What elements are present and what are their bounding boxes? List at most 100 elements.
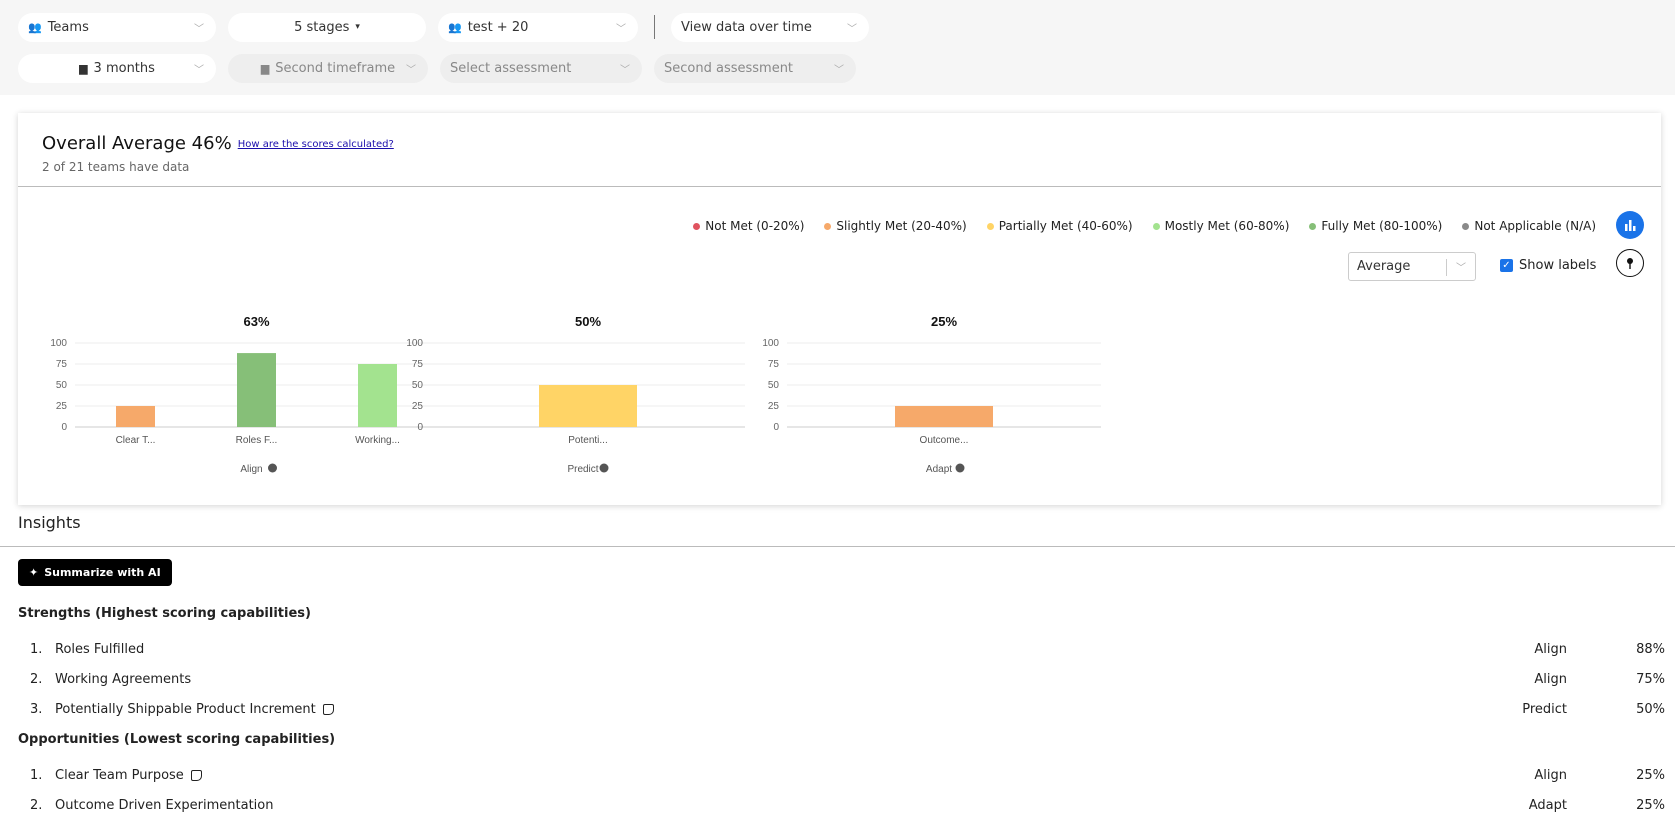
pin-icon	[1627, 258, 1633, 269]
aggregate-value: Average	[1357, 259, 1411, 274]
chevron-down-icon: ﹀	[620, 64, 630, 76]
y-tick-label: 100	[50, 338, 67, 349]
legend-dot-icon	[1152, 223, 1160, 230]
filter-label: 3 months	[93, 60, 155, 76]
capability-score: 25%	[1636, 797, 1665, 813]
bar-chart-view-button[interactable]	[1616, 211, 1644, 239]
x-axis-label: Adapt	[926, 464, 952, 475]
caret-down-icon: ▾	[355, 22, 360, 32]
show-labels-label: Show labels	[1519, 258, 1597, 273]
filter-label: Teams	[47, 19, 89, 35]
capability-score: 75%	[1636, 671, 1665, 687]
filter-bar: 👥 Teams ﹀ 5 stages ▾ 👥 test + 20 ﹀ View data ove…	[0, 0, 1675, 95]
chart-predict: 50% 0 25 50 75 100 Potenti... Predict	[406, 314, 745, 475]
item-number: 1.	[30, 767, 43, 783]
legend-label: Not Applicable (N/A)	[1474, 219, 1596, 233]
chevron-down-icon: ﹀	[616, 23, 626, 35]
divider	[654, 15, 655, 39]
filter-row2-3[interactable]: Second assessment ﹀	[654, 53, 856, 83]
legend-dot-icon	[986, 223, 994, 230]
bar[interactable]	[237, 353, 276, 427]
show-labels-checkbox[interactable]: ✓	[1500, 259, 1513, 272]
bar[interactable]	[116, 406, 155, 427]
item-number: 2.	[30, 671, 43, 687]
calendar-icon: ▆	[79, 61, 88, 75]
list-item: 2. Working Agreements Align 75%	[0, 664, 1675, 694]
page-title: Overall Average 46% How are the scores ca…	[42, 133, 1637, 154]
capability-name: Outcome Driven Experimentation	[55, 797, 274, 813]
filter-label: Second assessment	[664, 60, 794, 76]
note-icon[interactable]	[190, 769, 202, 781]
chevron-down-icon: ﹀	[406, 64, 416, 76]
bar[interactable]	[358, 364, 397, 427]
item-number: 3.	[30, 701, 43, 717]
bar[interactable]	[539, 385, 637, 427]
x-axis-label: Align	[240, 464, 262, 475]
legend-item: Partially Met (40-60%)	[986, 219, 1133, 233]
y-tick-label: 75	[412, 359, 424, 370]
x-tick-label: Potenti...	[568, 435, 607, 446]
filter-row2-1[interactable]: ▆ Second timeframe ﹀	[228, 53, 428, 83]
filter-row1-3[interactable]: View data over time ﹀	[671, 12, 869, 42]
legend-item: Mostly Met (60-80%)	[1152, 219, 1290, 233]
filter-row2-2[interactable]: Select assessment ﹀	[440, 53, 642, 83]
chevron-down-icon: ﹀	[847, 23, 857, 35]
capability-category: Align	[1534, 641, 1567, 657]
note-icon[interactable]	[322, 703, 334, 715]
y-tick-label: 50	[768, 380, 780, 391]
list-item: 3. Potentially Shippable Product Incremen…	[0, 694, 1675, 724]
filter-label: Select assessment	[450, 60, 572, 76]
capability-score: 88%	[1636, 641, 1665, 657]
chevron-down-icon: ﹀	[194, 23, 204, 35]
y-tick-label: 75	[768, 359, 780, 370]
info-icon[interactable]	[599, 463, 609, 473]
filter-label: test + 20	[467, 19, 529, 35]
aggregate-select[interactable]: Average ﹀	[1348, 252, 1476, 281]
filter-row1-1[interactable]: 5 stages ▾	[228, 12, 426, 42]
y-tick-label: 0	[61, 422, 67, 433]
info-icon[interactable]	[268, 463, 277, 473]
scores-help-link[interactable]: How are the scores calculated?	[237, 139, 394, 150]
filter-row2-0[interactable]: ▆ 3 months ﹀	[18, 53, 216, 83]
y-tick-label: 0	[773, 422, 779, 433]
capability-category: Adapt	[1528, 797, 1567, 813]
legend-item: Fully Met (80-100%)	[1309, 219, 1442, 233]
bar[interactable]	[895, 406, 993, 427]
list-item: 1. Roles Fulfilled Align 88%	[0, 634, 1675, 664]
strengths-title: Strengths (Highest scoring capabilities)	[18, 606, 311, 621]
legend-label: Mostly Met (60-80%)	[1164, 219, 1290, 233]
legend-label: Fully Met (80-100%)	[1321, 219, 1443, 233]
show-labels-toggle[interactable]: ✓ Show labels	[1500, 258, 1596, 273]
info-icon[interactable]	[955, 463, 965, 473]
y-tick-label: 25	[412, 401, 424, 412]
filter-row1-0[interactable]: 👥 Teams ﹀	[18, 12, 216, 42]
legend-dot-icon	[1309, 223, 1317, 230]
item-number: 1.	[30, 641, 43, 657]
pin-button[interactable]	[1616, 249, 1644, 277]
legend-item: Not Applicable (N/A)	[1462, 219, 1596, 233]
summarize-ai-label: Summarize with AI	[44, 566, 161, 579]
x-tick-label: Working...	[355, 435, 400, 446]
legend-dot-icon	[824, 223, 832, 230]
x-tick-label: Roles F...	[236, 435, 278, 446]
calendar-icon: ▆	[260, 61, 270, 75]
bar-chart-icon	[1625, 220, 1636, 231]
legend: Not Met (0-20%) Slightly Met (20-40%) Part…	[693, 219, 1596, 233]
chart-align: 63% 0 25 50 75 100 Clear T... Roles F... Working…	[50, 314, 438, 475]
filter-row1-2[interactable]: 👥 test + 20 ﹀	[438, 12, 638, 42]
capability-name: Clear Team Purpose	[55, 767, 184, 783]
legend-label: Slightly Met (20-40%)	[836, 219, 967, 233]
summarize-ai-button[interactable]: ✦ Summarize with AI	[18, 559, 172, 586]
legend-item: Not Met (0-20%)	[693, 219, 804, 233]
chevron-down-icon: ﹀	[834, 64, 844, 76]
capability-name: Working Agreements	[55, 671, 192, 687]
capability-category: Align	[1534, 671, 1567, 687]
x-tick-label: Clear T...	[116, 435, 156, 446]
y-tick-label: 25	[56, 401, 68, 412]
filter-label: View data over time	[681, 19, 812, 35]
y-tick-label: 100	[762, 338, 779, 349]
y-tick-label: 100	[406, 338, 423, 349]
chart-adapt: 25% 0 25 50 75 100 Outcome... Adapt	[762, 314, 1101, 475]
capability-category: Align	[1534, 767, 1567, 783]
charts-area: 63% 0 25 50 75 100 Clear T... Roles F... Working…	[50, 314, 1101, 475]
